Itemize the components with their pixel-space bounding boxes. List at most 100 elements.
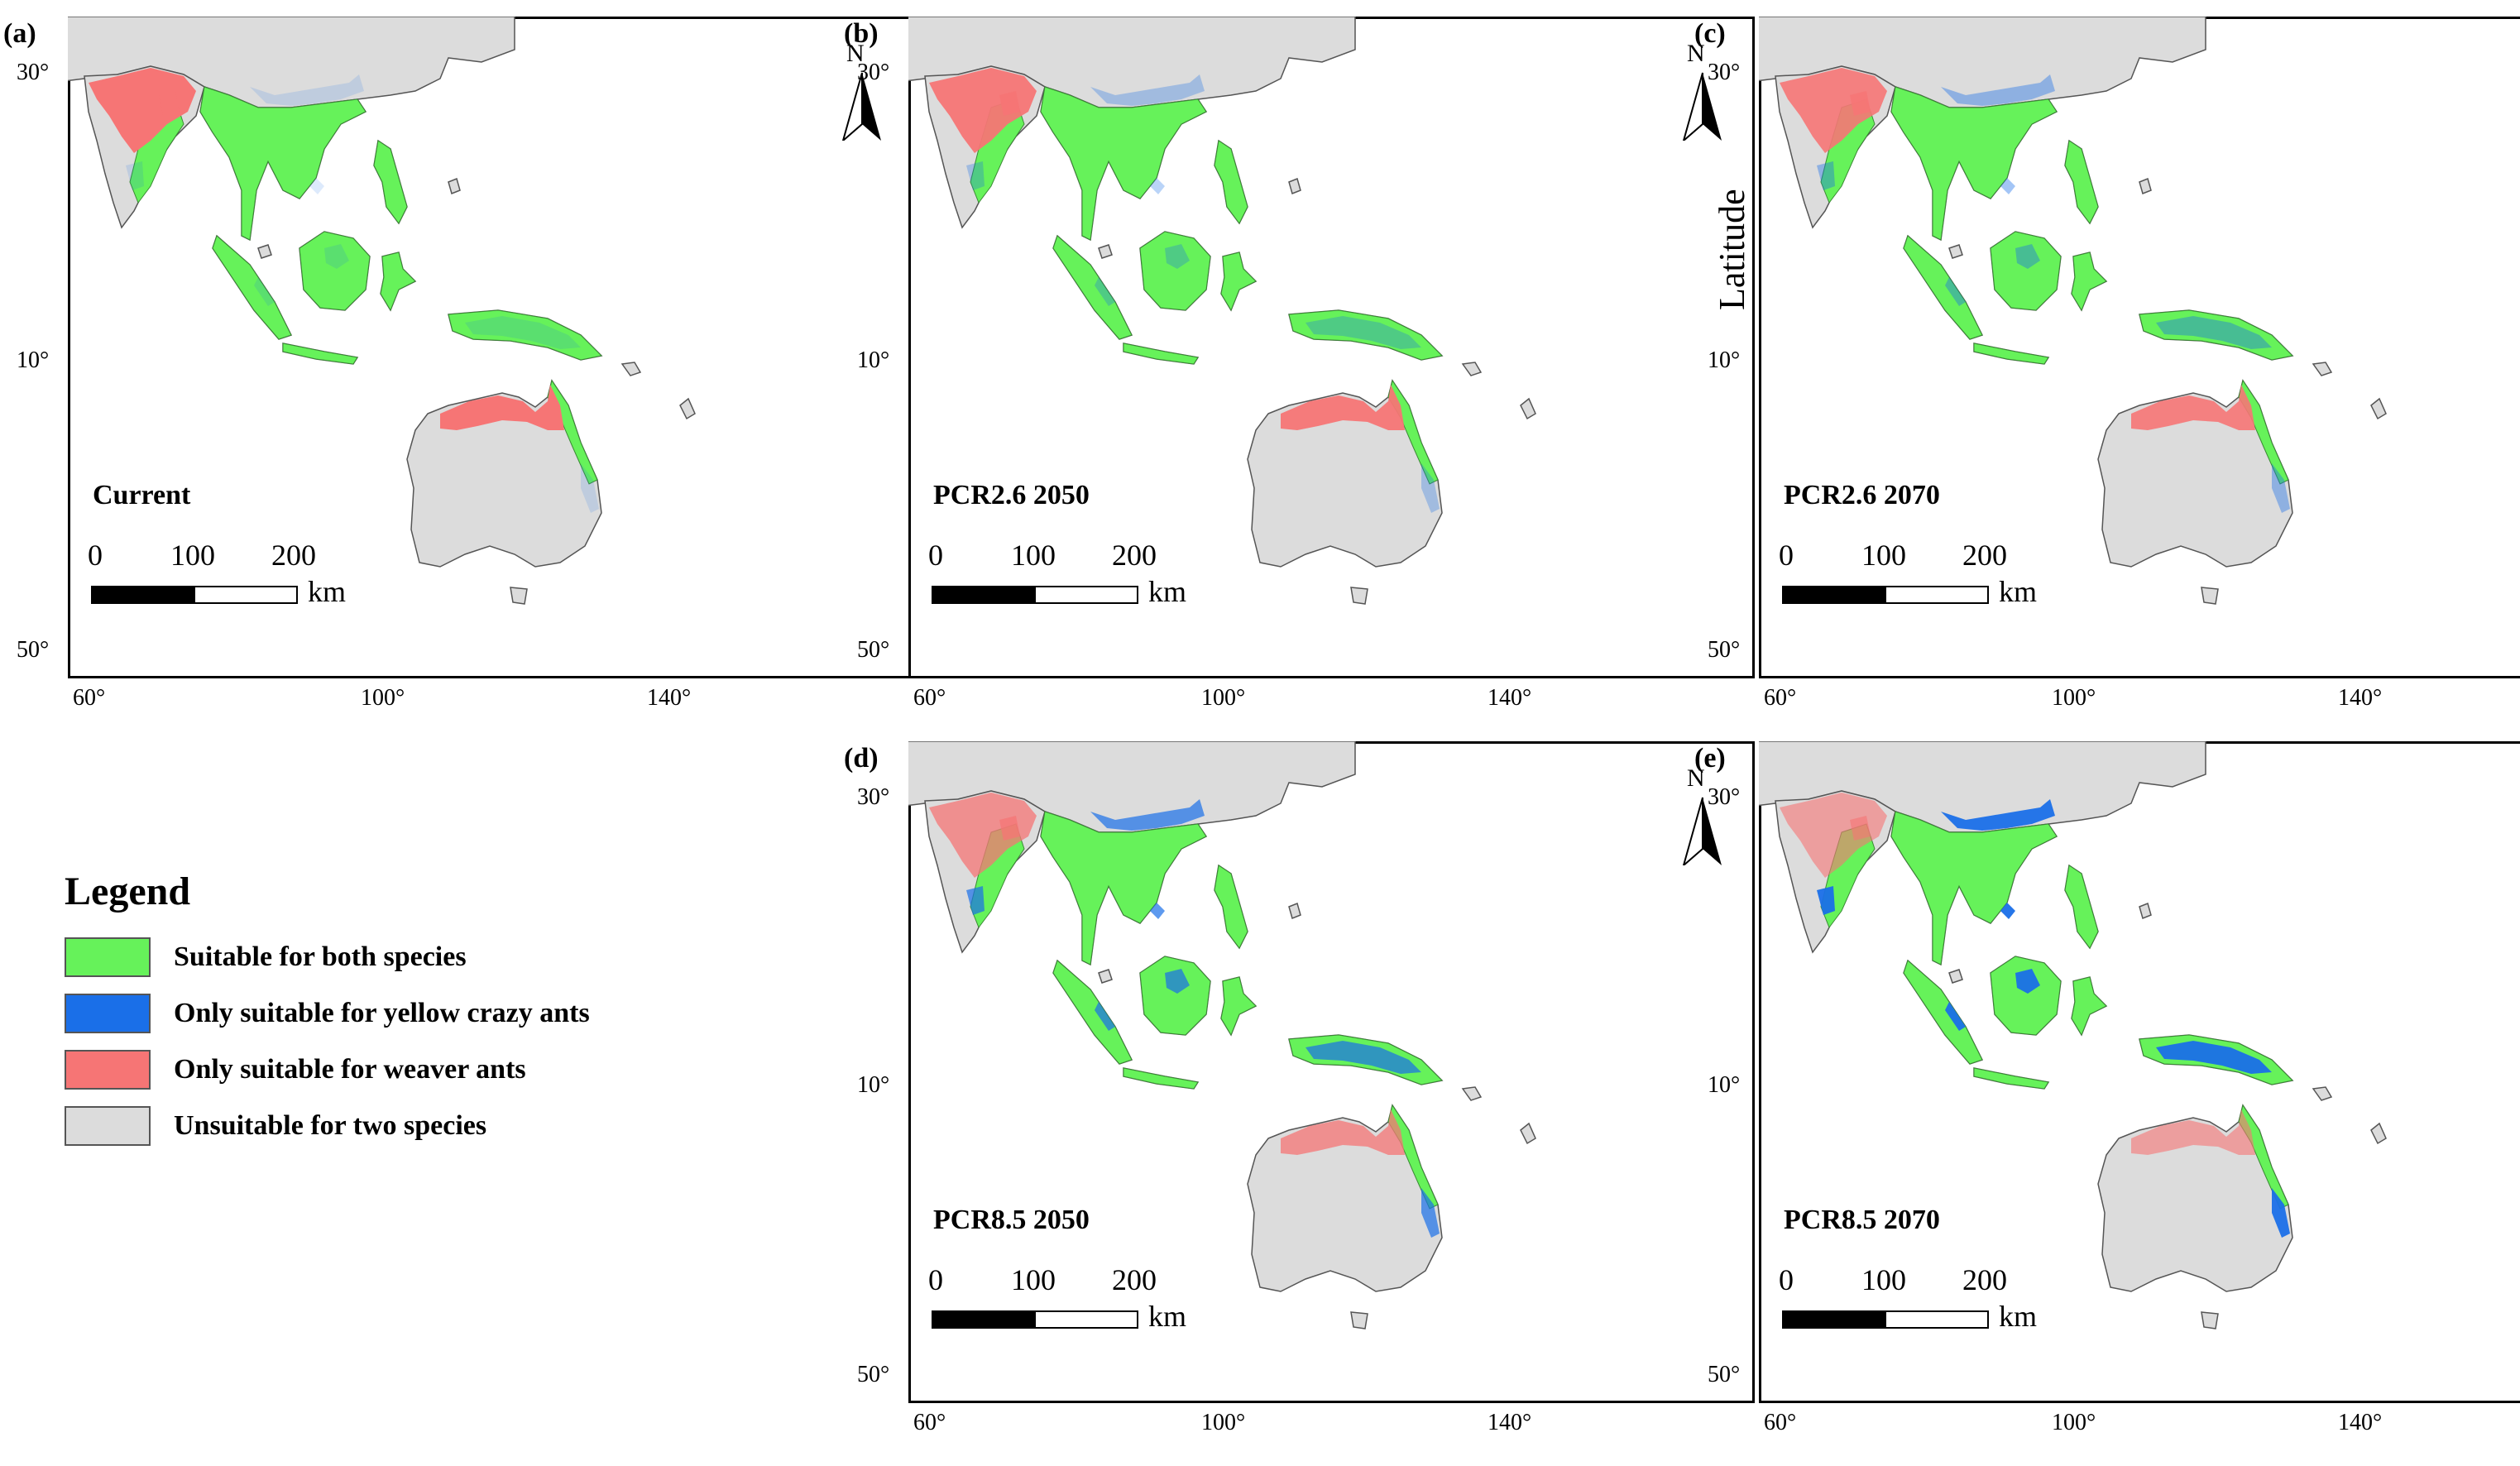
landmass-tasmania bbox=[1350, 587, 1368, 605]
zone-yellow-crazy-ants bbox=[1095, 1002, 1115, 1031]
zone-yellow-crazy-ants bbox=[2272, 463, 2290, 513]
zone-yellow-crazy-ants bbox=[254, 277, 275, 306]
y-axis-title: Latitude bbox=[1712, 189, 1752, 310]
lat-tick-label: 30° bbox=[857, 60, 890, 85]
scale-unit: km bbox=[308, 575, 347, 608]
zone-both-species bbox=[1990, 956, 2062, 1036]
zone-both-species bbox=[282, 343, 358, 365]
landmass-islands bbox=[1098, 177, 1536, 420]
lon-tick-label: 140° bbox=[647, 685, 692, 711]
zone-weaver-ants bbox=[1780, 68, 1887, 153]
zone-yellow-crazy-ants bbox=[1090, 74, 1205, 106]
panel-label: (b) bbox=[844, 18, 879, 49]
zone-yellow-crazy-ants bbox=[1421, 1188, 1440, 1238]
legend-item-unsuitable: Unsuitable for two species bbox=[65, 1098, 590, 1154]
scale-bar-graphic bbox=[91, 586, 298, 604]
zone-both-species bbox=[2064, 140, 2099, 224]
zone-yellow-crazy-ants bbox=[465, 316, 581, 349]
zone-weaver-ants bbox=[159, 91, 180, 116]
scenario-title: PCR2.6 2070 bbox=[1784, 480, 1940, 510]
lon-tick-label: 60° bbox=[913, 1410, 946, 1435]
scale-label-200: 200 bbox=[271, 539, 316, 572]
zone-yellow-crazy-ants bbox=[1150, 178, 1165, 194]
zone-weaver-ants bbox=[1780, 793, 1887, 878]
lon-tick-label: 140° bbox=[2338, 1410, 2383, 1435]
panel-label: (c) bbox=[1694, 18, 1726, 49]
zone-weaver-ants bbox=[89, 68, 196, 153]
north-arrow-icon: N bbox=[1682, 764, 1723, 870]
zone-weaver-ants bbox=[1281, 385, 1405, 430]
zone-yellow-crazy-ants bbox=[1306, 316, 1421, 349]
zone-weaver-ants bbox=[1850, 816, 1871, 841]
lon-tick-label: 100° bbox=[2052, 1410, 2096, 1435]
scale-label-0: 0 bbox=[928, 539, 943, 572]
zone-yellow-crazy-ants bbox=[309, 178, 324, 194]
zone-yellow-crazy-ants bbox=[250, 74, 364, 106]
lon-tick-label: 60° bbox=[1764, 1410, 1797, 1435]
zone-both-species bbox=[1890, 86, 2058, 241]
zone-yellow-crazy-ants bbox=[1165, 969, 1190, 994]
zone-yellow-crazy-ants bbox=[2000, 178, 2015, 194]
landmass-tasmania bbox=[2201, 587, 2219, 605]
lon-tick-label: 100° bbox=[2052, 685, 2096, 711]
zone-yellow-crazy-ants bbox=[2015, 244, 2040, 269]
zone-both-species bbox=[2064, 865, 2099, 949]
lat-tick-label: 50° bbox=[17, 637, 50, 663]
zone-both-species bbox=[373, 140, 408, 224]
scale-label-100: 100 bbox=[1861, 539, 1906, 572]
north-label: N bbox=[1687, 40, 1705, 67]
zone-yellow-crazy-ants bbox=[2015, 969, 2040, 994]
legend-item-weaver: Only suitable for weaver ants bbox=[65, 1042, 590, 1098]
legend-label-weaver: Only suitable for weaver ants bbox=[174, 1054, 526, 1085]
zone-yellow-crazy-ants bbox=[2156, 1041, 2272, 1074]
scale-label-100: 100 bbox=[1011, 1263, 1056, 1296]
scale-bar-graphic bbox=[1782, 586, 1989, 604]
zone-yellow-crazy-ants bbox=[324, 244, 349, 269]
lat-tick-label: 50° bbox=[1708, 1362, 1741, 1387]
lat-tick-label: 30° bbox=[1708, 60, 1741, 85]
legend-label-yellow-crazy: Only suitable for yellow crazy ants bbox=[174, 998, 590, 1028]
zone-both-species bbox=[1890, 811, 2058, 965]
lat-tick-label: 50° bbox=[857, 637, 890, 663]
zone-yellow-crazy-ants bbox=[966, 161, 985, 190]
zone-yellow-crazy-ants bbox=[966, 886, 985, 915]
zone-both-species bbox=[1214, 140, 1248, 224]
lon-tick-label: 60° bbox=[73, 685, 106, 711]
map-canvas bbox=[1759, 17, 2520, 678]
lat-tick-label: 30° bbox=[17, 60, 50, 85]
zone-both-species bbox=[1903, 235, 1983, 340]
zone-weaver-ants bbox=[929, 793, 1037, 878]
zone-weaver-ants bbox=[999, 91, 1020, 116]
zone-yellow-crazy-ants bbox=[1817, 886, 1835, 915]
north-arrow-icon: N bbox=[1682, 40, 1723, 145]
map-canvas bbox=[908, 741, 1755, 1403]
legend-label-both: Suitable for both species bbox=[174, 941, 467, 972]
scale-label-0: 0 bbox=[88, 539, 103, 572]
zone-both-species bbox=[1052, 235, 1133, 340]
zone-both-species bbox=[1123, 1067, 1199, 1090]
zone-both-species bbox=[1220, 976, 1257, 1037]
scale-unit: km bbox=[1148, 1300, 1187, 1333]
legend-label-unsuitable: Unsuitable for two species bbox=[174, 1110, 487, 1141]
lat-tick-label: 50° bbox=[857, 1362, 890, 1387]
lon-tick-label: 140° bbox=[1488, 1410, 1532, 1435]
panel-label: (d) bbox=[844, 743, 879, 774]
zone-both-species bbox=[2139, 309, 2294, 361]
scale-unit: km bbox=[1148, 575, 1187, 608]
zone-yellow-crazy-ants bbox=[1421, 463, 1440, 513]
lon-tick-label: 100° bbox=[1201, 1410, 1246, 1435]
zone-both-species bbox=[1139, 956, 1211, 1036]
lat-tick-label: 30° bbox=[857, 784, 890, 810]
zone-weaver-ants bbox=[929, 68, 1037, 153]
zone-yellow-crazy-ants bbox=[1941, 74, 2055, 106]
scenario-title: PCR8.5 2070 bbox=[1784, 1205, 1940, 1235]
scale-label-200: 200 bbox=[1112, 1263, 1157, 1296]
scale-bar-graphic bbox=[1782, 1310, 1989, 1329]
map-canvas bbox=[1759, 741, 2520, 1403]
zone-yellow-crazy-ants bbox=[1941, 799, 2055, 831]
panel-label: (e) bbox=[1694, 743, 1726, 774]
scenario-title: Current bbox=[93, 480, 191, 510]
lat-tick-label: 30° bbox=[1708, 784, 1741, 810]
zone-yellow-crazy-ants bbox=[1945, 277, 1966, 306]
zone-yellow-crazy-ants bbox=[2000, 903, 2015, 919]
